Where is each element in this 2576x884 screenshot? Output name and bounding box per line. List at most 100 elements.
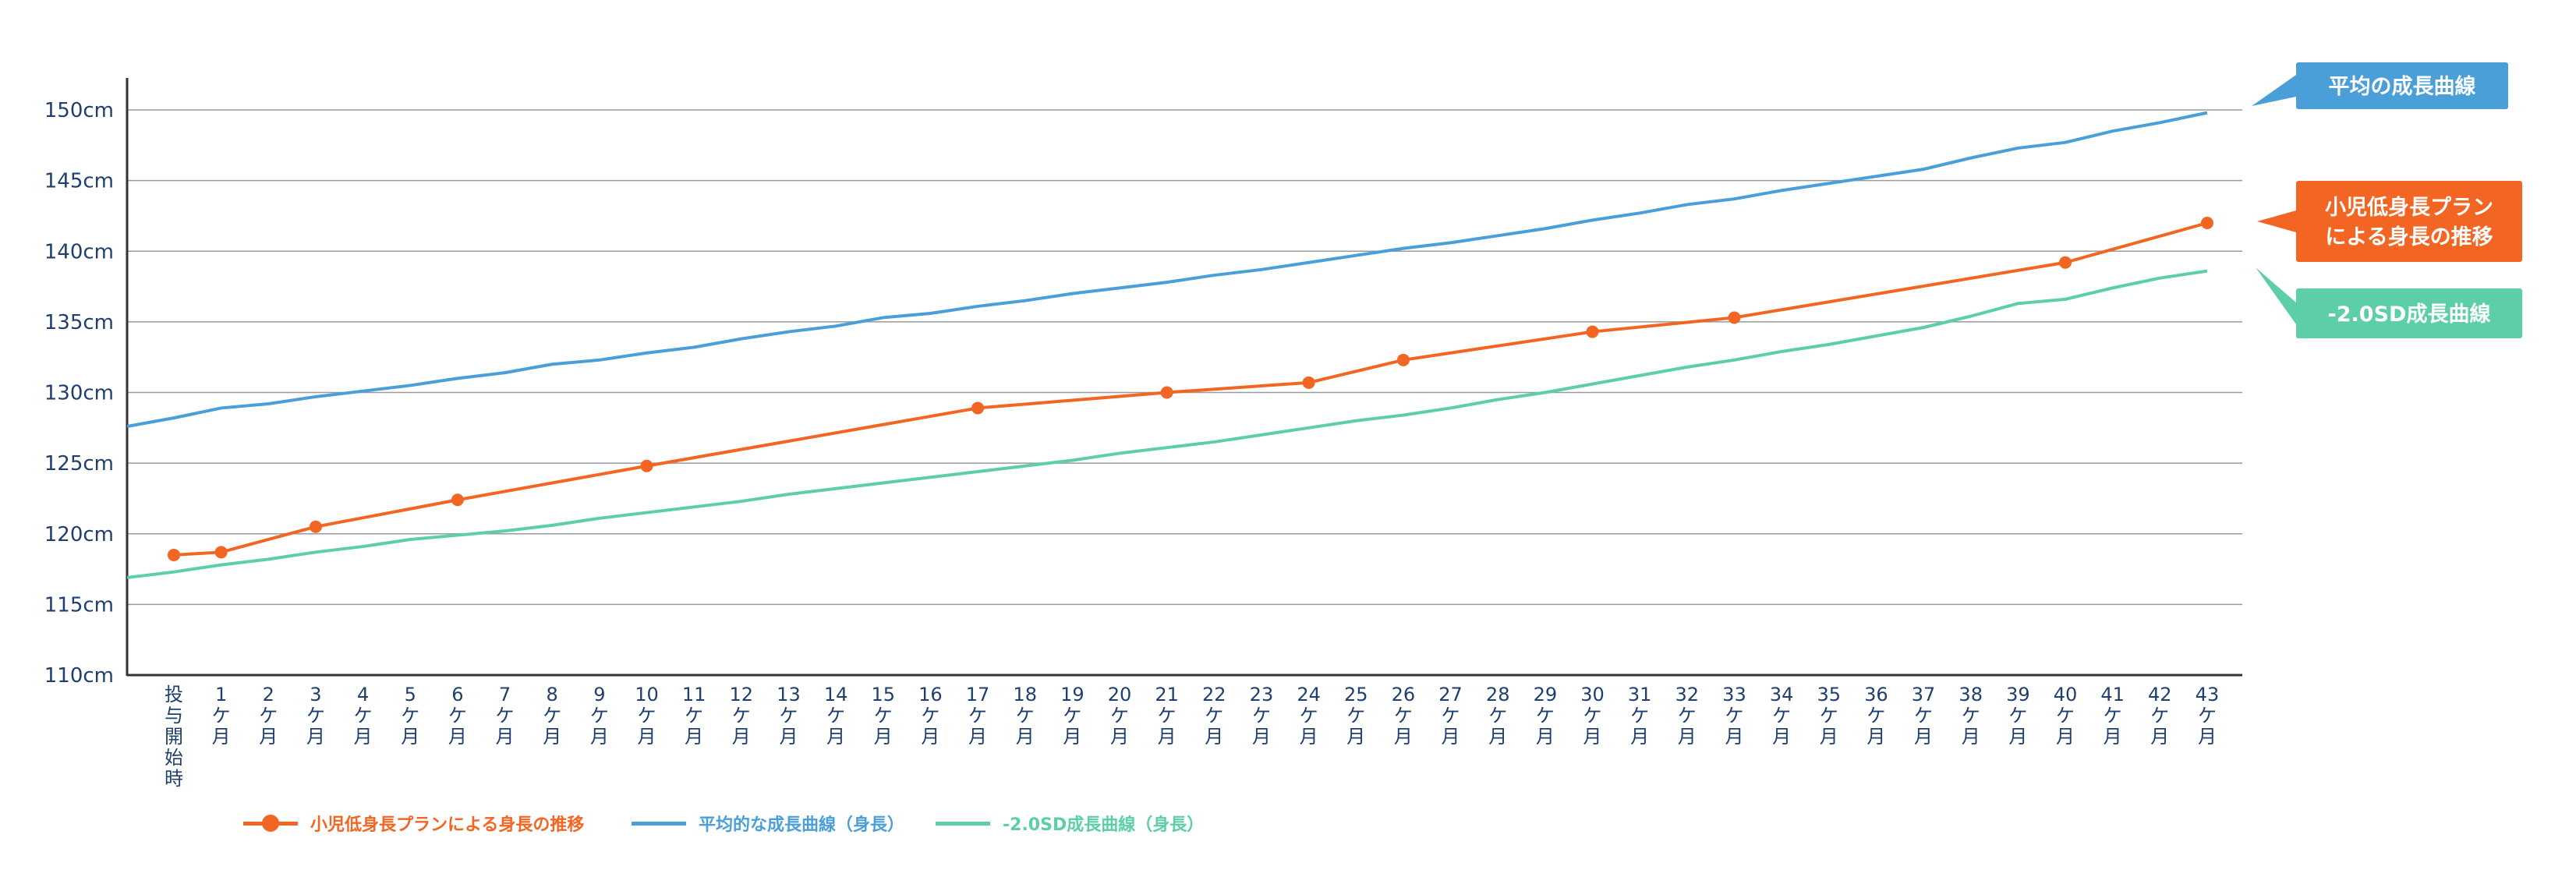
data-point [1302,376,1315,389]
legend-item-plan: 小児低身長プランによる身長の推移 [243,811,584,836]
x-tick-char: 3 [310,684,321,705]
x-tick-char: 37 [1912,684,1936,705]
x-tick-char: ケ [732,705,751,727]
x-tick-label: 6ケ月 [448,684,467,748]
series-callout: 小児低身長プランによる身長の推移 [2257,181,2522,262]
x-tick-char: ケ [2150,705,2169,727]
x-tick-char: 40 [2054,684,2078,705]
x-tick-char: 20 [1108,684,1132,705]
y-tick-label: 140cm [44,240,114,263]
callout-box [2296,62,2508,109]
series-callout: -2.0SD成長曲線 [2256,267,2522,338]
series-line-0 [173,221,2208,557]
x-tick-char: ケ [1962,705,1980,727]
x-tick-char: 時 [165,768,183,790]
x-tick-char: 月 [1630,726,1649,748]
x-tick-char: ケ [1867,705,1885,727]
x-tick-char: 33 [1722,684,1746,705]
x-tick-char: 月 [921,726,939,748]
y-tick-label: 110cm [44,664,114,688]
x-tick-label: 2ケ月 [259,684,278,748]
x-tick-char: 月 [1442,726,1460,748]
x-tick-char: 開 [165,726,183,748]
x-tick-label: 7ケ月 [496,684,515,748]
x-tick-char: 25 [1344,684,1368,705]
x-tick-char: ケ [638,705,656,727]
y-tick-label: 135cm [44,311,114,334]
legend-swatch-minus2sd [936,821,990,826]
x-tick-char: ケ [448,705,467,727]
x-tick-char: 月 [306,726,325,748]
x-tick-char: ケ [496,705,515,727]
x-tick-char: 月 [401,726,419,748]
x-tick-label: 1ケ月 [212,684,231,748]
x-tick-char: ケ [2104,705,2122,727]
x-tick-char: 22 [1202,684,1226,705]
x-tick-char: 42 [2148,684,2172,705]
x-tick-char: ケ [921,705,939,727]
x-tick-char: 18 [1013,684,1037,705]
data-point [1728,311,1741,324]
x-tick-char: 月 [1488,726,1507,748]
x-tick-char: 6 [451,684,463,705]
x-tick-char: ケ [212,705,231,727]
x-tick-char: 月 [212,726,231,748]
callout-pointer [2257,210,2296,232]
x-tick-char: 14 [824,684,848,705]
x-tick-char: 月 [1962,726,1980,748]
x-tick-char: 月 [826,726,845,748]
x-tick-char: ケ [874,705,893,727]
data-point [1396,353,1410,366]
y-tick-label: 120cm [44,523,114,546]
x-tick-char: ケ [1630,705,1649,727]
y-tick-label: 150cm [44,99,114,122]
x-tick-char: ケ [1678,705,1697,727]
x-tick-char: 4 [357,684,369,705]
x-tick-char: 月 [259,726,278,748]
x-tick-char: 39 [2006,684,2030,705]
x-tick-char: 38 [1959,684,1983,705]
data-point [168,548,180,561]
x-tick-char: ケ [2056,705,2075,727]
x-tick-char: ケ [1110,705,1129,727]
x-tick-char: 月 [2056,726,2075,748]
x-tick-char: ケ [306,705,325,727]
x-tick-char: 10 [635,684,659,705]
x-tick-char: ケ [1442,705,1460,727]
x-tick-char: 月 [874,726,893,748]
x-tick-char: 月 [448,726,467,748]
x-tick-char: 11 [682,684,706,705]
x-tick-char: 月 [496,726,515,748]
x-tick-char: ケ [1346,705,1365,727]
x-tick-char: 31 [1628,684,1652,705]
x-tick-label: 3ケ月 [306,684,325,748]
x-tick-char: ケ [1725,705,1743,727]
x-tick-char: ケ [1063,705,1081,727]
x-tick-label: 8ケ月 [543,684,561,748]
x-tick-char: 43 [2196,684,2220,705]
x-tick-char: 15 [871,684,895,705]
x-tick-char: ケ [1300,705,1318,727]
x-tick-char: 28 [1486,684,1510,705]
x-tick-char: 41 [2100,684,2125,705]
x-tick-char: 35 [1817,684,1841,705]
x-tick-char: 月 [1205,726,1223,748]
callout-box [2296,181,2522,262]
series-line-1 [126,111,2208,428]
